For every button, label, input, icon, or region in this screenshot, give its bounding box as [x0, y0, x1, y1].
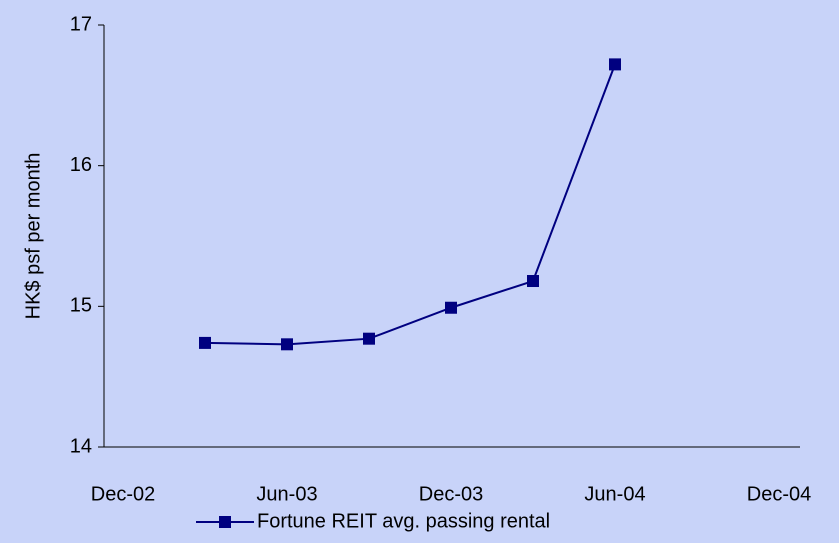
data-point [609, 58, 621, 71]
legend-marker [219, 516, 231, 528]
y-tick-label: 17 [70, 13, 92, 35]
x-tick-label: Dec-04 [747, 483, 811, 505]
x-tick-label: Dec-02 [91, 483, 155, 505]
data-point [363, 332, 375, 345]
x-tick-label: Jun-04 [584, 483, 645, 505]
y-tick-label: 16 [70, 154, 92, 176]
x-tick-label: Dec-03 [419, 483, 483, 505]
x-tick-label: Jun-03 [256, 483, 317, 505]
y-tick-label: 15 [70, 295, 92, 317]
y-axis-label: HK$ psf per month [22, 153, 44, 320]
data-point [281, 338, 293, 351]
y-tick-label: 14 [70, 435, 92, 457]
data-point [445, 301, 457, 314]
series-line [204, 64, 616, 346]
data-point [527, 275, 539, 288]
data-point [199, 336, 211, 349]
legend-label: Fortune REIT avg. passing rental [257, 510, 550, 532]
